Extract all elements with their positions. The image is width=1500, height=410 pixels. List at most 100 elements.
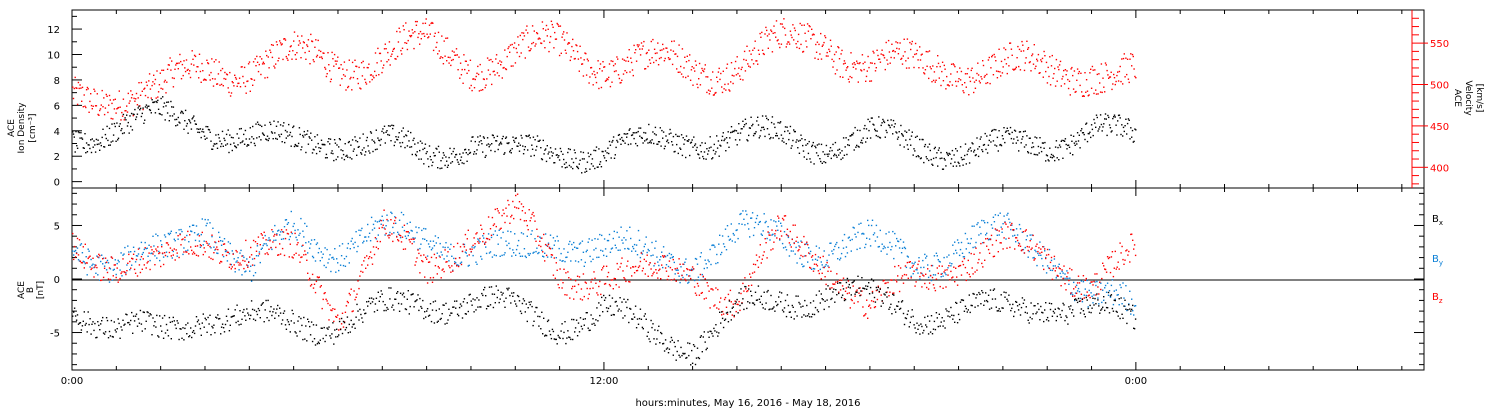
density-point: [1128, 119, 1130, 121]
velocity-point: [922, 67, 924, 69]
bz-point: [169, 247, 172, 249]
density-point: [632, 132, 634, 134]
velocity-point: [988, 56, 990, 59]
density-point: [566, 166, 568, 168]
bz-point: [624, 278, 626, 280]
by-point: [264, 234, 266, 237]
density-point: [420, 158, 422, 160]
density-point: [803, 156, 805, 158]
bz-point: [657, 277, 659, 279]
by-point: [1125, 285, 1127, 287]
bz-point: [1067, 272, 1069, 274]
by-point: [259, 261, 261, 264]
by-point: [327, 262, 329, 264]
by-point: [253, 264, 256, 267]
velocity-point: [355, 65, 357, 67]
bz-point: [218, 240, 220, 243]
by-point: [298, 234, 300, 236]
bz-point: [885, 282, 887, 284]
bz-point: [75, 252, 78, 255]
bz-point: [119, 277, 121, 280]
velocity-point: [899, 42, 901, 44]
bz-point: [1012, 229, 1014, 231]
bz-point: [324, 292, 326, 294]
velocity-point: [219, 84, 221, 86]
velocity-point: [1073, 70, 1076, 72]
by-point: [919, 278, 921, 280]
bz-point: [298, 254, 300, 256]
velocity-point: [1051, 54, 1053, 57]
density-point: [954, 161, 956, 163]
velocity-point: [210, 71, 212, 74]
density-point: [281, 141, 283, 143]
velocity-point: [236, 85, 238, 87]
density-point: [840, 158, 842, 161]
velocity-point: [122, 98, 125, 100]
velocity-point: [1117, 80, 1120, 82]
velocity-point: [973, 81, 976, 83]
by-point: [463, 243, 466, 246]
by-point: [794, 253, 796, 255]
density-point: [753, 132, 756, 135]
density-point: [461, 162, 463, 164]
bz-point: [453, 246, 455, 248]
velocity-point: [311, 40, 313, 42]
velocity-point: [520, 52, 522, 54]
velocity-point: [309, 63, 311, 65]
by-point: [1050, 259, 1053, 262]
by-point: [198, 240, 201, 242]
velocity-point: [927, 51, 929, 53]
bz-point: [1011, 222, 1013, 225]
density-point: [1034, 136, 1036, 138]
by-point: [530, 233, 532, 235]
velocity-point: [273, 65, 275, 67]
by-point: [629, 226, 631, 228]
density-point: [162, 96, 164, 98]
velocity-point: [981, 78, 983, 80]
x-tick-label: 0:00: [61, 376, 83, 387]
by-point: [187, 249, 189, 251]
density-point: [720, 145, 722, 147]
by-point: [1072, 294, 1074, 296]
by-point: [949, 262, 951, 264]
density-point: [708, 147, 711, 149]
bz-point: [542, 251, 544, 253]
bz-point: [858, 292, 860, 294]
density-point: [1064, 138, 1067, 140]
density-point: [892, 133, 894, 135]
bz-point: [192, 251, 195, 253]
by-point: [100, 260, 102, 263]
velocity-point: [173, 77, 175, 80]
bz-point: [79, 260, 82, 262]
velocity-point: [799, 22, 801, 25]
velocity-point: [228, 91, 230, 94]
velocity-point: [358, 66, 360, 69]
velocity-point: [558, 25, 560, 27]
density-point: [825, 144, 828, 147]
density-point: [833, 155, 835, 157]
velocity-point: [464, 60, 467, 62]
bz-point: [669, 266, 672, 269]
bz-point: [691, 266, 694, 268]
velocity-point: [448, 62, 450, 64]
density-point: [604, 150, 607, 152]
by-point: [422, 238, 424, 240]
bz-point: [423, 254, 425, 256]
velocity-point: [374, 70, 376, 73]
velocity-point: [475, 75, 477, 78]
bz-point: [450, 271, 452, 273]
bz-point: [707, 285, 709, 287]
velocity-point: [940, 84, 942, 87]
density-point: [883, 120, 885, 122]
velocity-point: [318, 49, 320, 52]
bz-point: [780, 235, 783, 237]
velocity-point: [1080, 72, 1082, 74]
bz-point: [868, 304, 871, 306]
density-point: [198, 128, 200, 130]
density-point: [585, 168, 587, 170]
density-point: [809, 158, 811, 160]
bz-point: [977, 262, 979, 264]
density-point: [190, 128, 193, 130]
density-point: [291, 135, 293, 138]
velocity-point: [679, 71, 681, 73]
